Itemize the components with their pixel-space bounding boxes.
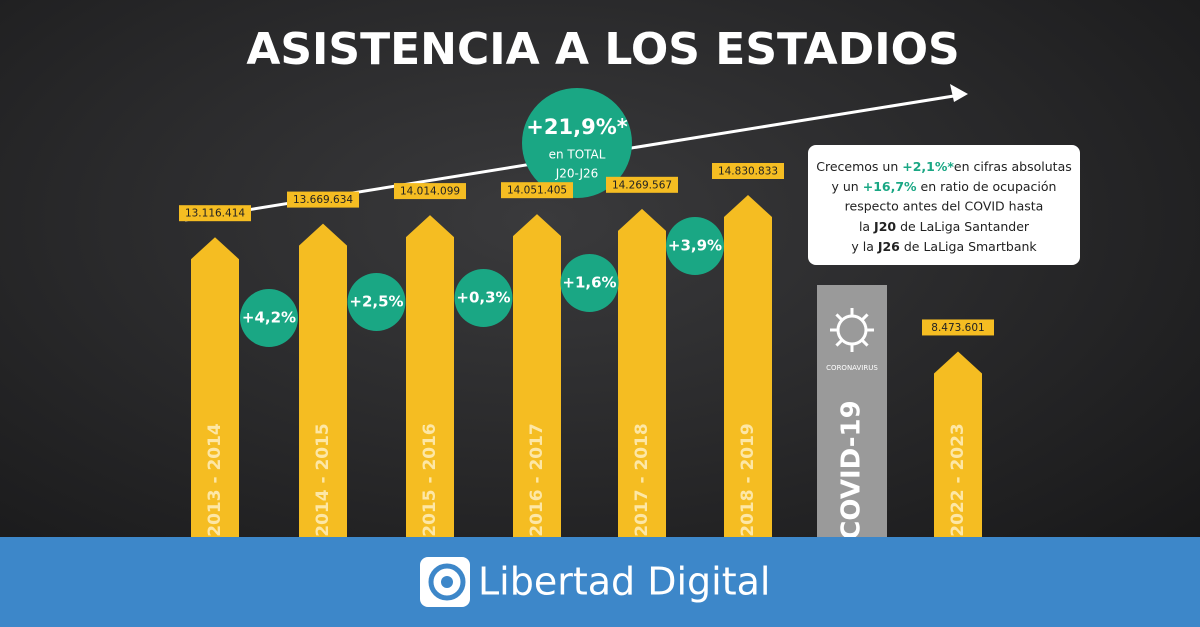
banner-title: Libertad Digital [478,560,770,604]
bar [406,215,454,560]
growth-bubble [666,217,724,275]
callout-text: y un [832,179,863,194]
bar [618,208,666,560]
callout-line: y la J26 de LaLiga Smartbank [851,239,1037,254]
value-label: 14.014.099 [400,186,460,198]
growth-label: +0,3% [456,289,510,307]
total-circle [522,88,632,198]
value-label-box [712,163,784,179]
logo-mark [428,563,466,601]
category-label: 2014 - 2015 [313,423,333,537]
value-label-box [287,191,359,208]
covid-icon-spike [860,338,869,347]
bar [191,237,239,561]
callout: Crecemos un +2,1%*en cifras absolutas y … [808,145,1080,265]
callout-line: la J20 de LaLiga Santander [859,219,1030,234]
bar [934,351,982,560]
bar [724,195,772,560]
total-line: J20-J26 [555,167,599,181]
callout-text: en ratio de ocupación [917,179,1057,194]
growth-bubble [240,289,298,347]
total-bubble: +21,9%* en TOTAL J20-J26 [522,88,632,198]
value-label: 8.473.601 [931,322,984,334]
callout-text: en cifras absolutas [954,159,1072,174]
category-label: 2022 - 2023 [948,423,968,537]
growth-label: +4,2% [242,309,296,327]
covid-icon-spike [860,313,869,322]
value-label-box [606,176,678,193]
growth-bubble [560,254,619,312]
category-label: COVID-19 [837,400,867,539]
bar [513,214,561,560]
growth-bubble [454,269,513,327]
category-label: 2017 - 2018 [632,423,652,537]
category-label: 2013 - 2014 [205,423,225,537]
value-label: 13.116.414 [185,208,245,220]
callout-bold: J20 [873,219,896,234]
value-label: 14.051.405 [507,185,567,197]
growth-label: +2,5% [349,293,403,311]
banner-bg [0,537,1200,627]
callout-highlight: +16,7% [863,179,917,194]
value-label-box [179,205,251,222]
covid-label: CORONAVIRUS [826,364,878,372]
total-line: en TOTAL [549,148,606,162]
growth-label: +3,9% [668,237,722,255]
callout-box [808,145,1080,265]
value-label: 14.830.833 [718,166,778,178]
covid-icon [830,308,874,352]
callout-bold: J26 [877,239,900,254]
category-label: 2016 - 2017 [527,423,547,537]
trend-arrow-head [950,84,968,102]
category-label: 2018 - 2019 [738,423,758,537]
value-label: 13.669.634 [293,194,353,206]
callout-line: y un +16,7% en ratio de ocupación [832,179,1057,194]
callout-text: y la [851,239,877,254]
covid-icon-spike [835,313,844,322]
plot: 13.116.414 2013 - 2014 13.669.634 2014 - 20… [179,163,994,561]
callout-text: de LaLiga Santander [896,219,1030,234]
bar [299,223,347,561]
logo-mark [441,576,453,588]
callout-line: respecto antes del COVID hasta [845,199,1044,214]
callout-text: la [859,219,874,234]
growth-label: +1,6% [562,274,616,292]
callout-highlight: +2,1%* [902,159,954,174]
covid-bar [817,285,887,560]
value-label-box [501,182,573,199]
growth-bubble [347,273,406,331]
callout-text: Crecemos un [816,159,902,174]
covid-icon-spike [835,338,844,347]
value-label-box [922,319,994,336]
banner: Libertad Digital [0,537,1200,627]
value-label: 14.269.567 [612,179,672,191]
chart-title: ASISTENCIA A LOS ESTADIOS [246,24,959,75]
callout-text: de LaLiga Smartbank [900,239,1038,254]
total-value: +21,9%* [526,115,627,139]
category-label: 2015 - 2016 [420,423,440,537]
value-label-box [394,183,466,200]
callout-line: Crecemos un +2,1%*en cifras absolutas [816,159,1072,174]
